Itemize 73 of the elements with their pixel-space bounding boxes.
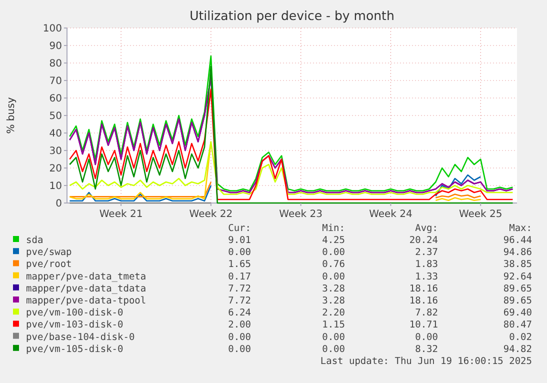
text: 1.15: [322, 320, 345, 331]
text: 0.00: [228, 247, 252, 258]
text: 7.72: [228, 283, 251, 294]
text: 0.00: [415, 332, 438, 343]
text: 20.24: [409, 235, 438, 246]
text: 7.72: [228, 296, 251, 306]
text: 2.37: [415, 247, 438, 258]
text: Min:: [322, 222, 345, 234]
text: 89.65: [503, 296, 532, 306]
y-tick-label: 0: [56, 198, 62, 210]
text: 0.00: [228, 344, 252, 355]
text: 0.76: [322, 259, 346, 270]
y-axis-title: % busy: [6, 97, 17, 134]
legend-label: pve/base-104-disk-0: [26, 332, 135, 343]
text: Max:: [509, 222, 532, 234]
legend-label: sda: [26, 235, 44, 246]
text: 0.00: [322, 247, 346, 258]
x-tick-label: Week 25: [458, 209, 502, 220]
text: 1.65: [228, 259, 251, 270]
text: 0.00: [322, 271, 346, 282]
text: Last update: Thu Jun 19 16:00:15 2025: [320, 356, 532, 367]
text: 89.65: [503, 283, 532, 294]
text: 1.83: [415, 259, 438, 270]
text: 18.16: [409, 283, 438, 294]
legend-label: pve/vm-103-disk-0: [26, 320, 124, 331]
text: 3.28: [322, 283, 346, 294]
text: 8.32: [415, 344, 438, 355]
y-tick-label: 20: [49, 164, 62, 174]
y-tick-label: 60: [49, 94, 62, 104]
text: Cur:: [228, 222, 251, 234]
text: 9.01: [228, 235, 252, 246]
legend-label: pve/vm-105-disk-0: [26, 344, 124, 355]
text: 10.71: [409, 320, 438, 331]
y-tick-label: 10: [49, 181, 62, 192]
y-tick-label: 100: [42, 24, 62, 34]
legend-label: pve/vm-100-disk-0: [26, 308, 124, 319]
text: 7.82: [415, 308, 438, 319]
y-tick-label: 90: [49, 41, 62, 52]
y-tick-label: 30: [49, 146, 62, 157]
legend-label: pve/swap: [26, 247, 72, 258]
x-tick-label: Week 22: [189, 209, 233, 220]
text: 69.40: [503, 308, 532, 319]
text: 0.00: [322, 332, 346, 343]
legend-label: pve/root: [26, 259, 72, 270]
x-tick-label: Week 24: [369, 209, 412, 220]
y-tick-label: 50: [49, 111, 62, 122]
chart-title: Utilization per device - by month: [190, 8, 394, 23]
text: 3.28: [322, 296, 346, 306]
text: 2.00: [228, 320, 252, 331]
text: 80.47: [503, 320, 532, 331]
y-tick-label: 40: [49, 128, 62, 140]
text: 18.16: [409, 296, 438, 306]
text: 0.00: [322, 344, 346, 355]
text: 2.20: [322, 308, 346, 319]
text: 96.44: [503, 235, 532, 246]
text: Avg:: [415, 222, 438, 234]
text: 94.86: [503, 247, 532, 258]
text: 94.82: [503, 344, 532, 355]
legend-label: mapper/pve-data-tpool: [26, 296, 146, 306]
text: 92.64: [503, 271, 532, 282]
text: 0.00: [228, 332, 252, 343]
text: 38.85: [503, 259, 532, 270]
x-tick-label: Week 23: [279, 209, 322, 220]
y-tick-label: 70: [49, 76, 62, 87]
legend-label: mapper/pve-data_tdata: [26, 283, 146, 294]
text: 0.02: [509, 332, 532, 343]
text: 4.25: [322, 235, 345, 246]
y-tick-label: 80: [49, 58, 62, 70]
x-tick-label: Week 21: [99, 209, 143, 220]
text: 6.24: [228, 308, 252, 319]
text: 1.33: [415, 271, 438, 282]
legend-label: mapper/pve-data_tmeta: [26, 271, 146, 282]
text: 0.17: [228, 271, 251, 282]
